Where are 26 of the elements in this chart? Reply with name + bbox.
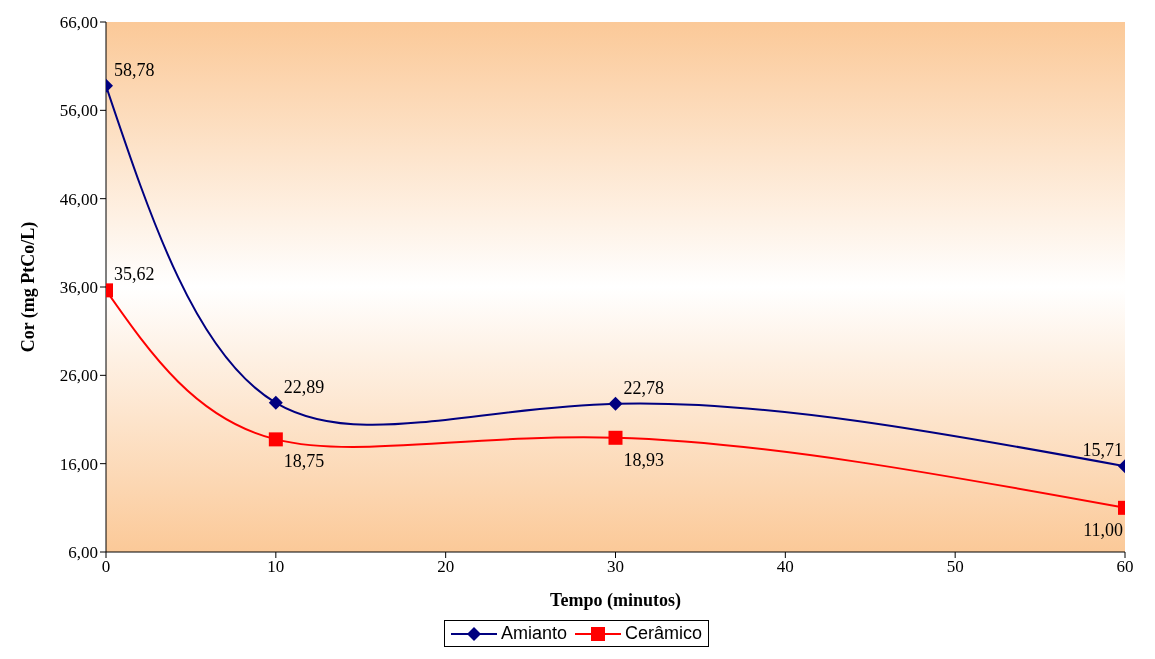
x-tick-label: 0 xyxy=(101,557,111,577)
data-label: 18,75 xyxy=(283,451,325,472)
data-label: 11,00 xyxy=(1083,519,1123,540)
x-tick-label: 40 xyxy=(776,557,794,577)
x-tick-label: 10 xyxy=(267,557,285,577)
y-tick-label: 46,00 xyxy=(59,189,98,209)
data-label: 58,78 xyxy=(114,59,155,80)
x-axis-title: Tempo (minutos) xyxy=(550,590,681,611)
legend-label: Cerâmico xyxy=(625,623,703,644)
x-tick-label: 60 xyxy=(1116,557,1134,577)
x-tick-label: 30 xyxy=(607,557,624,577)
y-tick-label: 16,00 xyxy=(59,454,98,474)
data-label: 15,71 xyxy=(1082,440,1123,461)
legend-label: Amianto xyxy=(500,623,567,644)
y-tick-label: 66,00 xyxy=(59,13,98,33)
data-label: 22,78 xyxy=(623,377,664,398)
y-tick-label: 56,00 xyxy=(59,101,98,121)
y-tick-label: 6,00 xyxy=(68,543,98,563)
data-label: 22,89 xyxy=(283,376,325,397)
y-tick-label: 36,00 xyxy=(59,278,98,298)
x-tick-label: 20 xyxy=(437,557,455,577)
data-label: 35,62 xyxy=(114,264,155,285)
data-label: 18,93 xyxy=(623,449,664,470)
y-axis-title: Cor (mg PtCo/L) xyxy=(18,221,40,353)
y-tick-label: 26,00 xyxy=(59,366,98,386)
x-tick-label: 50 xyxy=(946,557,964,577)
